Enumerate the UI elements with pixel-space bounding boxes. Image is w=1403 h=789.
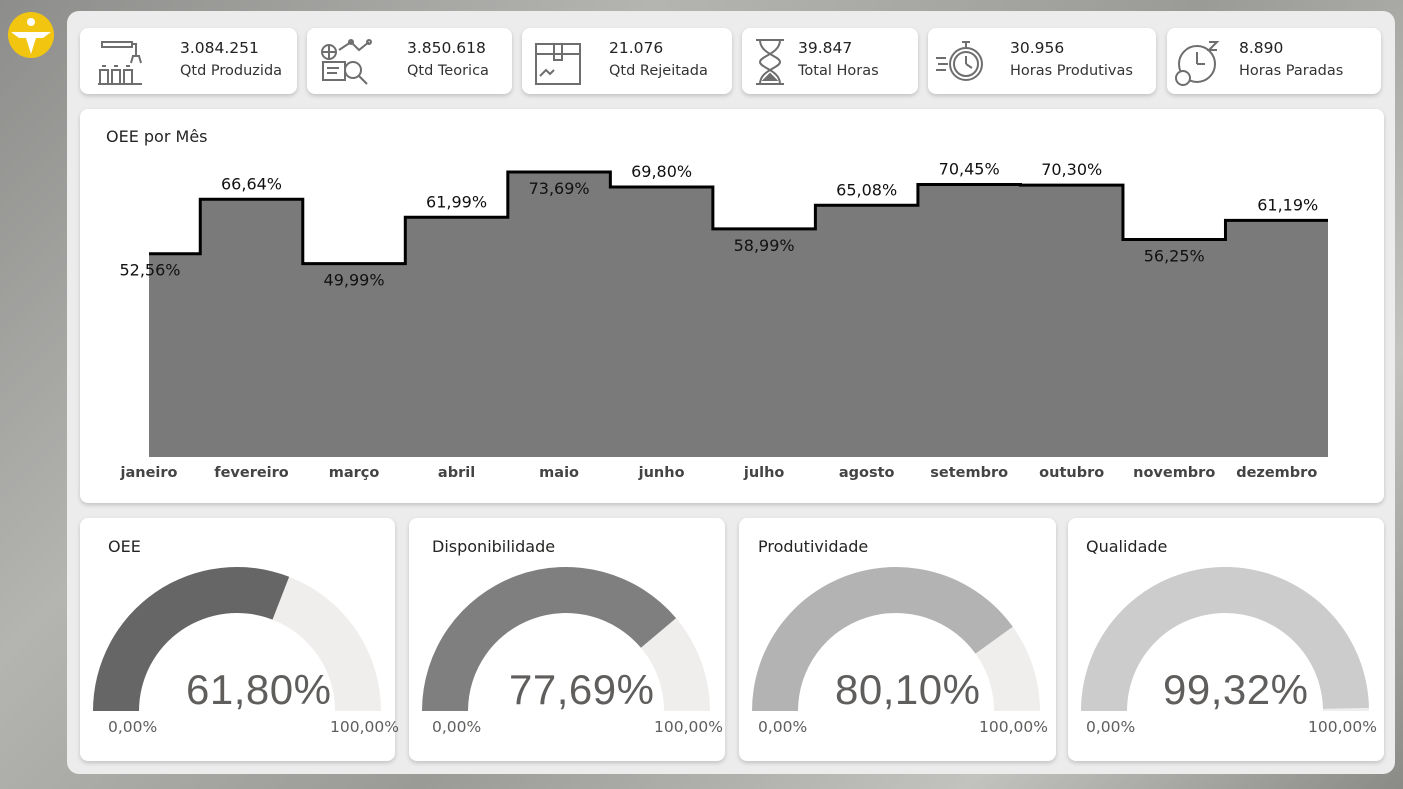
x-tick-label: março [329,465,380,481]
gauge-card-disponibilidade[interactable]: Disponibilidade 77,69% 0,00% 100,00% [409,518,725,761]
x-tick-label: agosto [839,465,895,481]
gauge-max: 100,00% [979,718,1048,736]
x-tick-label: junho [638,465,685,481]
gauge-max: 100,00% [330,718,399,736]
chart-title: OEE por Mês [106,127,208,146]
kpi-label: Qtd Teorica [407,63,489,79]
oee-step-area-chart: 52,56% janeiro 66,64% fevereiro 49,99% março 6… [119,160,1328,481]
area-fill [149,172,1328,457]
damaged-box-icon [534,36,582,88]
analytics-search-icon [319,36,372,88]
kpi-label: Total Horas [798,63,879,79]
data-label: 65,08% [836,180,897,199]
x-tick-label: dezembro [1236,465,1317,481]
kpi-card-total-horas[interactable]: 39.847 Total Horas [742,28,918,94]
disponibilidade-gauge [422,567,710,711]
data-label: 66,64% [221,174,282,193]
data-label: 70,45% [939,160,1000,179]
kpi-value: 8.890 [1239,39,1284,57]
data-label: 49,99% [324,271,385,290]
data-label: 73,69% [529,179,590,198]
gauge-value: 77,69% [509,666,655,713]
company-logo [3,10,59,60]
data-label: 70,30% [1041,160,1102,179]
oee-by-month-chart: OEE por Mês 52,56% janeiro 66,64% fevereiro… [80,109,1384,503]
x-tick-label: novembro [1133,465,1215,481]
x-tick-label: fevereiro [214,465,289,481]
gauge-title: Disponibilidade [432,537,556,556]
kpi-card-horas-paradas[interactable]: 8.890 Horas Paradas [1167,28,1381,94]
qualidade-gauge [1081,567,1369,711]
x-tick-label: outubro [1039,465,1104,481]
data-label: 52,56% [119,261,180,280]
gauge-min: 0,00% [432,718,482,736]
hourglass-icon [750,36,798,88]
x-tick-label: janeiro [120,465,178,481]
sleeping-clock-icon [1173,36,1221,88]
gauge-fill [93,566,290,711]
gauge-min: 0,00% [108,718,158,736]
gauge-title: OEE [108,537,141,556]
kpi-card-qtd-rejeitada[interactable]: 21.076 Qtd Rejeitada [522,28,732,94]
oee-gauge [93,566,381,711]
data-label: 58,99% [734,236,795,255]
gauge-title: Qualidade [1086,537,1168,556]
gauge-value: 99,32% [1163,666,1309,713]
gauge-min: 0,00% [758,718,808,736]
kpi-card-qtd-produzida[interactable]: 3.084.251 Qtd Produzida [80,28,297,94]
data-label: 69,80% [631,162,692,181]
data-label: 61,99% [426,192,487,211]
kpi-label: Horas Paradas [1239,63,1344,79]
gauge-value: 80,10% [835,666,981,713]
kpi-card-horas-produtivas[interactable]: 30.956 Horas Produtivas [928,28,1156,94]
gauge-value: 61,80% [186,666,332,713]
kpi-value: 30.956 [1010,39,1065,57]
step-line [149,170,1328,266]
x-tick-label: maio [539,465,579,481]
data-label: 56,25% [1144,246,1205,265]
kpi-card-qtd-teorica[interactable]: 3.850.618 Qtd Teorica [307,28,512,94]
kpi-value: 39.847 [798,39,853,57]
gauge-fill [752,567,1013,711]
gauge-card-produtividade[interactable]: Produtividade 80,10% 0,00% 100,00% [739,518,1056,761]
gauge-max: 100,00% [1308,718,1377,736]
x-tick-label: abril [438,465,475,481]
gauge-fill [422,567,677,711]
x-tick-label: julho [743,465,785,481]
kpi-label: Qtd Rejeitada [609,63,708,79]
gauge-card-qualidade[interactable]: Qualidade 99,32% 0,00% 100,00% [1068,518,1384,761]
kpi-label: Horas Produtivas [1010,63,1133,79]
stopwatch-icon [934,36,983,88]
kpi-value: 21.076 [609,39,664,57]
data-label: 61,19% [1257,195,1318,214]
kpi-value: 3.084.251 [180,39,259,57]
gauge-min: 0,00% [1086,718,1136,736]
gauge-card-oee[interactable]: OEE 61,80% 0,00% 100,00% [80,518,399,761]
gauge-title: Produtividade [758,537,869,556]
gauge-fill [1081,567,1369,711]
produtividade-gauge [752,567,1040,711]
gauge-max: 100,00% [654,718,723,736]
kpi-value: 3.850.618 [407,39,486,57]
robot-arm-icon [96,36,144,88]
kpi-label: Qtd Produzida [180,63,283,79]
x-tick-label: setembro [930,465,1008,481]
